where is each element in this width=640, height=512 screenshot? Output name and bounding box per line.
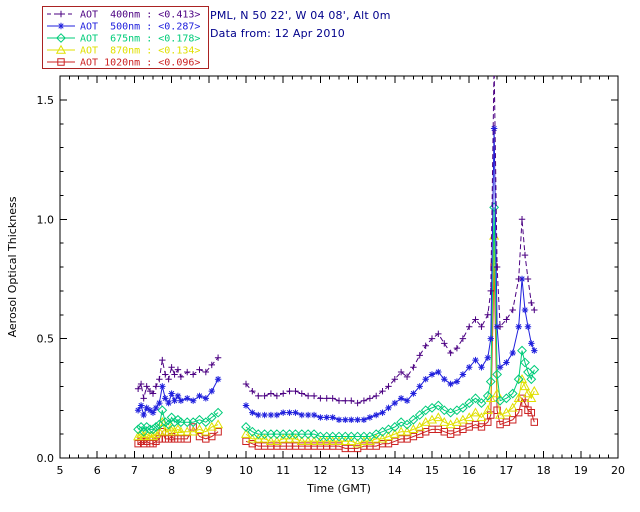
legend-entry-aot-400nm: AOT 400nm : <0.413>	[47, 10, 200, 21]
x-tick-label: 10	[239, 464, 253, 477]
y-tick-label: 0.0	[37, 452, 55, 465]
x-tick-label: 12	[313, 464, 327, 477]
asterisk-markers	[134, 125, 538, 423]
triangle-icon	[55, 44, 67, 54]
legend-box	[42, 6, 209, 69]
series-aot-1020nm	[134, 263, 538, 453]
legend-label: AOT 400nm : <0.413>	[80, 10, 200, 21]
diamond-icon	[56, 33, 66, 43]
series-aot-400nm	[134, 76, 538, 407]
y-tick-label: 1.0	[37, 213, 55, 226]
diamond-markers	[133, 202, 540, 442]
x-tick-label: 11	[276, 464, 290, 477]
legend-entry-aot-1020nm: AOT 1020nm : <0.096>	[47, 58, 200, 69]
square-markers	[134, 263, 538, 453]
x-tick-label: 16	[462, 464, 476, 477]
x-tick-label: 19	[574, 464, 588, 477]
legend-entry-aot-870nm: AOT 870nm : <0.134>	[47, 44, 200, 57]
legend-label: AOT 500nm : <0.287>	[80, 22, 200, 33]
x-tick-label: 7	[131, 464, 138, 477]
x-axis-label: Time (GMT)	[306, 482, 371, 495]
asterisk-icon	[57, 22, 65, 30]
y-tick-label: 1.5	[37, 94, 55, 107]
plus-icon	[57, 10, 65, 18]
axis-tick-labels: 5 6 7 8 9 10 11 12 13 14 15 16 17 18 19 20 0.0 0.5 1.0 1.5	[37, 94, 626, 477]
station-info-line: PML, N 50 22', W 04 08', Alt 0m	[210, 9, 391, 22]
y-tick-label: 0.5	[37, 333, 55, 346]
x-tick-label: 15	[425, 464, 439, 477]
legend-label: AOT 1020nm : <0.096>	[80, 58, 200, 69]
series-aot-500nm	[134, 125, 538, 423]
legend-label: AOT 675nm : <0.178>	[80, 34, 200, 45]
series-line	[137, 128, 535, 421]
x-tick-label: 13	[351, 464, 365, 477]
axis-ticks	[59, 76, 619, 459]
series-line	[137, 235, 535, 445]
series-line	[137, 76, 535, 404]
series-aot-675nm	[133, 202, 540, 442]
x-tick-label: 20	[611, 464, 625, 477]
y-axis-label: Aerosol Optical Thickness	[6, 196, 19, 337]
x-tick-label: 5	[57, 464, 64, 477]
legend: AOT 400nm : <0.413>AOT 500nm : <0.287>AO…	[42, 6, 209, 69]
x-tick-label: 18	[537, 464, 551, 477]
x-tick-label: 9	[205, 464, 212, 477]
series-aot-870nm	[133, 230, 540, 448]
legend-entry-aot-675nm: AOT 675nm : <0.178>	[47, 33, 200, 45]
plus-markers	[134, 216, 538, 407]
square-icon	[57, 58, 65, 66]
x-tick-label: 14	[388, 464, 402, 477]
legend-entry-aot-500nm: AOT 500nm : <0.287>	[47, 22, 200, 33]
data-date-line: Data from: 12 Apr 2010	[210, 27, 345, 40]
x-tick-label: 17	[499, 464, 513, 477]
legend-label: AOT 870nm : <0.134>	[80, 46, 200, 57]
x-tick-label: 6	[94, 464, 101, 477]
x-tick-label: 8	[168, 464, 175, 477]
